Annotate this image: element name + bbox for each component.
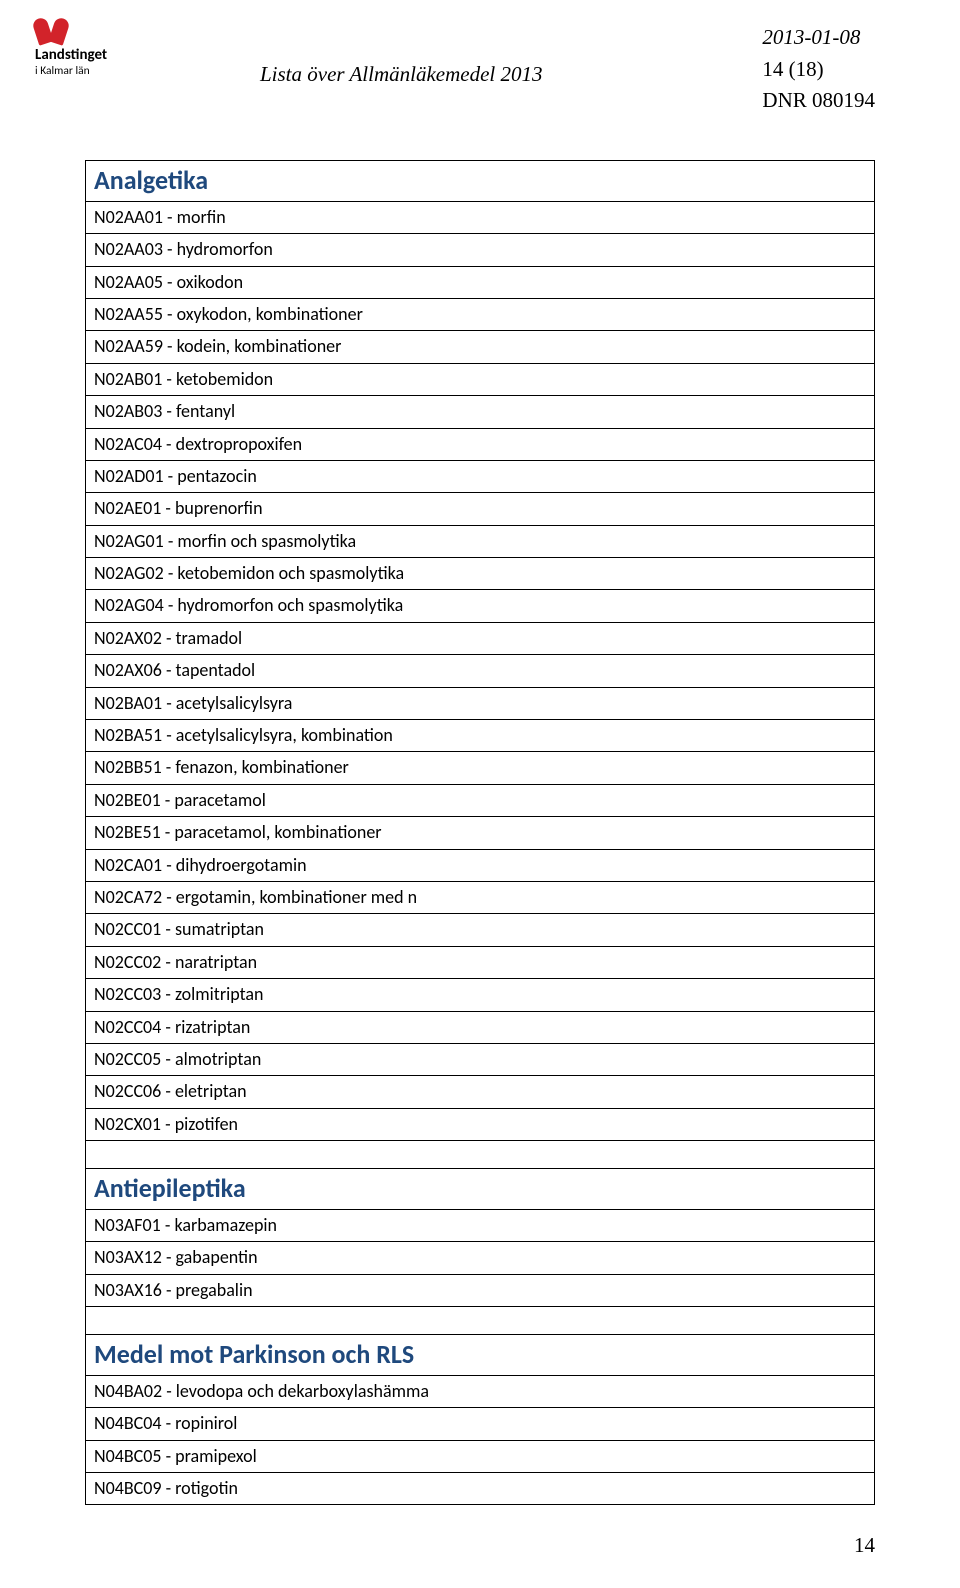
table-row: N02BB51 - fenazon, kombinationer	[86, 752, 875, 784]
table-row: N04BA02 - levodopa och dekarboxylashämma	[86, 1375, 875, 1407]
table-row: N02AA05 - oxikodon	[86, 266, 875, 298]
section-title: Analgetika	[86, 161, 875, 202]
header-dnr: DNR 080194	[762, 85, 875, 117]
table-row: N02CC04 - rizatriptan	[86, 1011, 875, 1043]
table-row: N02BE51 - paracetamol, kombinationer	[86, 817, 875, 849]
table-row: N02CA72 - ergotamin, kombinationer med n	[86, 882, 875, 914]
table-row: N02AA01 - morfin	[86, 201, 875, 233]
table-row: N02AX06 - tapentadol	[86, 655, 875, 687]
header-date: 2013-01-08	[762, 22, 875, 54]
table-row: N02CA01 - dihydroergotamin	[86, 849, 875, 881]
spacer-row	[86, 1307, 875, 1335]
table-row: N02AG02 - ketobemidon och spasmolytika	[86, 558, 875, 590]
table-row: N02AD01 - pentazocin	[86, 460, 875, 492]
table-row: N02BA51 - acetylsalicylsyra, kombination	[86, 720, 875, 752]
table-row: N02AC04 - dextropropoxifen	[86, 428, 875, 460]
table-row: N02CC01 - sumatriptan	[86, 914, 875, 946]
table-row: N02AE01 - buprenorfin	[86, 493, 875, 525]
document-title: Lista över Allmänläkemedel 2013	[260, 62, 543, 87]
logo-icon	[35, 18, 107, 44]
table-row: N02AA59 - kodein, kombinationer	[86, 331, 875, 363]
table-row: N02BA01 - acetylsalicylsyra	[86, 687, 875, 719]
table-row: N02AA03 - hydromorfon	[86, 234, 875, 266]
table-row: N02CC05 - almotriptan	[86, 1043, 875, 1075]
logo: Landstinget i Kalmar län	[35, 18, 107, 78]
table-row: N02CC03 - zolmitriptan	[86, 979, 875, 1011]
table-row: N03AF01 - karbamazepin	[86, 1209, 875, 1241]
spacer-row	[86, 1141, 875, 1169]
table-row: N02AX02 - tramadol	[86, 622, 875, 654]
page-header: Landstinget i Kalmar län Lista över Allm…	[0, 0, 960, 135]
table-row: N04BC09 - rotigotin	[86, 1473, 875, 1505]
table-row: N04BC04 - ropinirol	[86, 1408, 875, 1440]
table-row: N02CC02 - naratriptan	[86, 946, 875, 978]
content-area: AnalgetikaN02AA01 - morfinN02AA03 - hydr…	[0, 135, 960, 1505]
page-number: 14	[854, 1533, 875, 1558]
table-row: N02CX01 - pizotifen	[86, 1108, 875, 1140]
section-title: Medel mot Parkinson och RLS	[86, 1335, 875, 1376]
section-title: Antiepileptika	[86, 1169, 875, 1210]
table-row: N02AG04 - hydromorfon och spasmolytika	[86, 590, 875, 622]
header-meta: 2013-01-08 14 (18) DNR 080194	[762, 22, 875, 117]
header-page-info: 14 (18)	[762, 54, 875, 86]
table-row: N02BE01 - paracetamol	[86, 784, 875, 816]
table-row: N02AB01 - ketobemidon	[86, 363, 875, 395]
logo-text-line2: i Kalmar län	[35, 64, 107, 78]
table-row: N02CC06 - eletriptan	[86, 1076, 875, 1108]
table-row: N02AB03 - fentanyl	[86, 396, 875, 428]
table-row: N03AX16 - pregabalin	[86, 1274, 875, 1306]
table-row: N03AX12 - gabapentin	[86, 1242, 875, 1274]
drug-list-table: AnalgetikaN02AA01 - morfinN02AA03 - hydr…	[85, 160, 875, 1505]
table-row: N02AG01 - morfin och spasmolytika	[86, 525, 875, 557]
logo-text-line1: Landstinget	[35, 46, 107, 64]
table-row: N02AA55 - oxykodon, kombinationer	[86, 298, 875, 330]
table-row: N04BC05 - pramipexol	[86, 1440, 875, 1472]
